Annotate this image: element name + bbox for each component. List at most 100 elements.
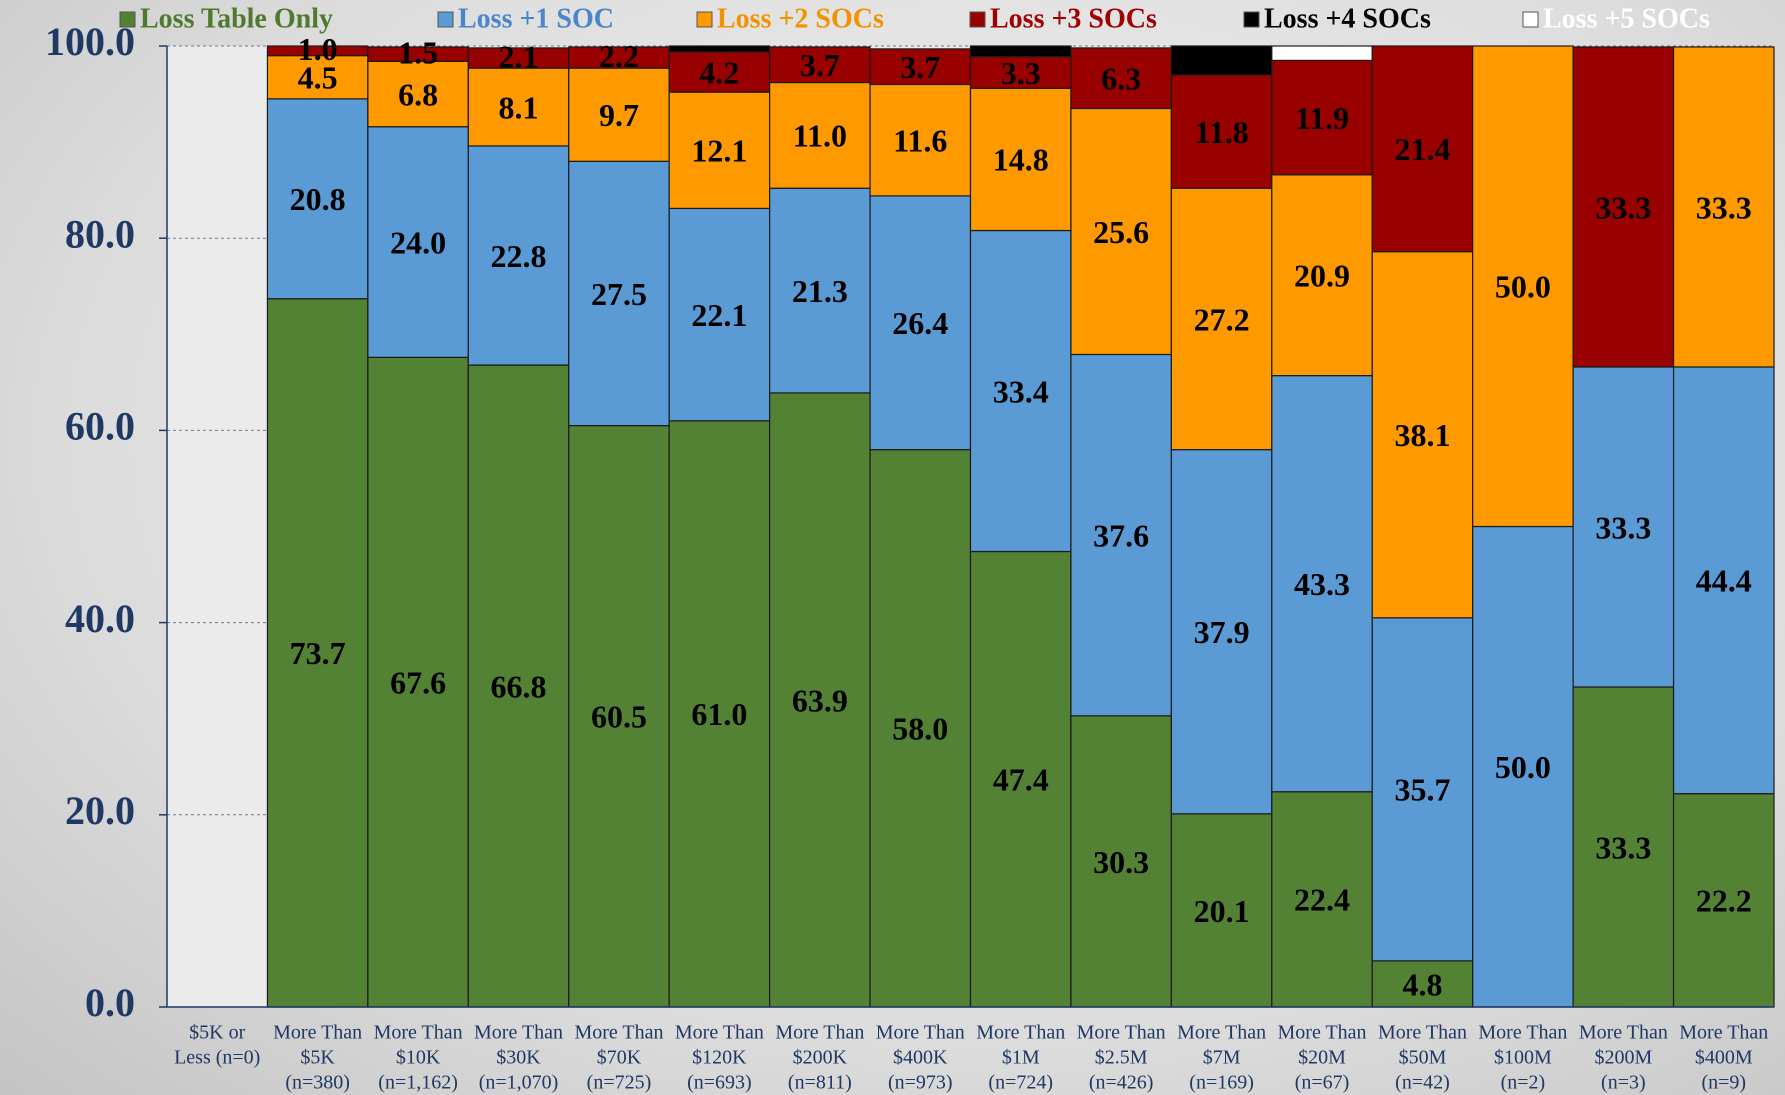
x-tick-label: (n=42) xyxy=(1395,1072,1450,1094)
data-label: 35.7 xyxy=(1394,772,1450,808)
bar-segment xyxy=(1271,59,1373,176)
bar-segment xyxy=(969,550,1072,1008)
legend-label: Loss +4 SOCs xyxy=(1264,3,1431,34)
y-tick-label: 60.0 xyxy=(65,404,135,449)
bar-segment xyxy=(869,83,972,197)
bar-segment xyxy=(969,45,1072,58)
x-tick-label: $10K xyxy=(396,1047,441,1069)
data-label: 24.0 xyxy=(390,224,446,260)
data-label: 20.8 xyxy=(290,181,346,217)
x-tick-label: $200M xyxy=(1594,1047,1652,1069)
x-tick-label: $7M xyxy=(1203,1047,1241,1069)
bar-segment xyxy=(568,67,670,162)
x-tick-label: (n=811) xyxy=(788,1072,852,1094)
data-label: 61.0 xyxy=(691,696,747,732)
data-label: 22.4 xyxy=(1294,882,1350,918)
bar-segment xyxy=(367,126,469,358)
data-label: 3.7 xyxy=(900,49,940,85)
data-label: 8.1 xyxy=(499,89,539,125)
data-label: 22.2 xyxy=(1696,883,1752,919)
data-label: 2.1 xyxy=(499,38,539,74)
data-label: 4.8 xyxy=(1402,966,1442,1002)
x-tick-label: (n=1,162) xyxy=(378,1072,458,1094)
data-label: 33.4 xyxy=(993,373,1049,409)
data-label: 22.1 xyxy=(691,297,747,333)
bar-segment xyxy=(568,424,670,1008)
x-tick-label: More Than xyxy=(976,1022,1065,1044)
data-label: 73.7 xyxy=(290,635,346,671)
data-label: 27.5 xyxy=(591,276,647,312)
bar-segment xyxy=(568,160,670,427)
data-label: 6.3 xyxy=(1101,61,1141,97)
data-label: 11.0 xyxy=(793,118,847,154)
legend-swatch xyxy=(696,11,713,28)
x-tick-label: More Than xyxy=(1177,1022,1266,1044)
x-tick-label: More Than xyxy=(273,1022,362,1044)
bar-segment xyxy=(668,45,771,53)
data-label: 4.2 xyxy=(699,54,739,90)
y-tick-label: 20.0 xyxy=(65,788,135,833)
data-label: 21.3 xyxy=(792,273,848,309)
bar-segment xyxy=(467,145,570,366)
legend-label: Loss +2 SOCs xyxy=(717,3,884,34)
legend-swatch xyxy=(437,11,454,28)
data-label: 50.0 xyxy=(1495,269,1551,305)
data-label: 38.1 xyxy=(1394,417,1450,453)
data-label: 2.2 xyxy=(599,38,639,74)
x-tick-label: (n=693) xyxy=(687,1072,752,1094)
x-tick-label: $5K xyxy=(300,1047,335,1069)
data-label: 22.8 xyxy=(491,238,547,274)
x-tick-label: (n=380) xyxy=(285,1072,350,1094)
bar-segment xyxy=(1572,46,1675,368)
data-label: 33.3 xyxy=(1595,509,1651,545)
x-tick-label: (n=169) xyxy=(1189,1072,1254,1094)
data-label: 25.6 xyxy=(1093,214,1149,250)
data-label: 4.5 xyxy=(298,60,338,96)
bar-segment xyxy=(467,364,570,1008)
bar-segment xyxy=(769,187,871,394)
data-label: 12.1 xyxy=(691,133,747,169)
x-tick-label: More Than xyxy=(1478,1022,1567,1044)
data-label: 11.6 xyxy=(893,123,947,159)
legend-swatch xyxy=(969,11,986,28)
data-label: 67.6 xyxy=(390,665,446,701)
bar-segment xyxy=(1170,813,1273,1008)
data-label: 20.1 xyxy=(1194,893,1250,929)
bar-segment xyxy=(367,356,469,1008)
data-label: 37.9 xyxy=(1194,614,1250,650)
x-tick-label: $1M xyxy=(1002,1047,1040,1069)
x-tick-label: More Than xyxy=(1378,1022,1467,1044)
x-tick-label: More Than xyxy=(1579,1022,1668,1044)
data-label: 6.8 xyxy=(398,76,438,112)
x-tick-label: (n=426) xyxy=(1089,1072,1154,1094)
legend-label: Loss +5 SOCs xyxy=(1543,3,1710,34)
bar-segment xyxy=(1070,715,1172,1008)
bar-segment xyxy=(1472,45,1574,528)
legend-swatch xyxy=(1522,11,1539,28)
x-tick-label: $100M xyxy=(1494,1047,1552,1069)
x-tick-label: $20M xyxy=(1298,1047,1346,1069)
data-label: 3.3 xyxy=(1001,55,1041,91)
bar-segment xyxy=(1672,46,1775,368)
data-label: 43.3 xyxy=(1294,566,1350,602)
data-label: 58.0 xyxy=(892,711,948,747)
bar-segment xyxy=(1170,74,1273,189)
bar-segment xyxy=(869,195,972,451)
data-label: 21.4 xyxy=(1394,131,1450,167)
data-label: 11.9 xyxy=(1295,100,1349,136)
x-tick-label: (n=1,070) xyxy=(479,1072,559,1094)
y-tick-label: 40.0 xyxy=(65,596,135,641)
data-label: 14.8 xyxy=(993,142,1049,178)
x-tick-label: $2.5M xyxy=(1095,1047,1148,1069)
legend-label: Loss Table Only xyxy=(140,3,333,34)
data-label: 63.9 xyxy=(792,682,848,718)
x-tick-label: More Than xyxy=(1679,1022,1768,1044)
data-label: 11.8 xyxy=(1194,114,1248,150)
data-label: 60.5 xyxy=(591,699,647,735)
x-tick-label: $70K xyxy=(597,1047,642,1069)
data-label: 33.3 xyxy=(1696,189,1752,225)
bar-segment xyxy=(1170,187,1273,451)
data-label: 44.4 xyxy=(1696,563,1752,599)
bar-segment xyxy=(1271,375,1373,793)
